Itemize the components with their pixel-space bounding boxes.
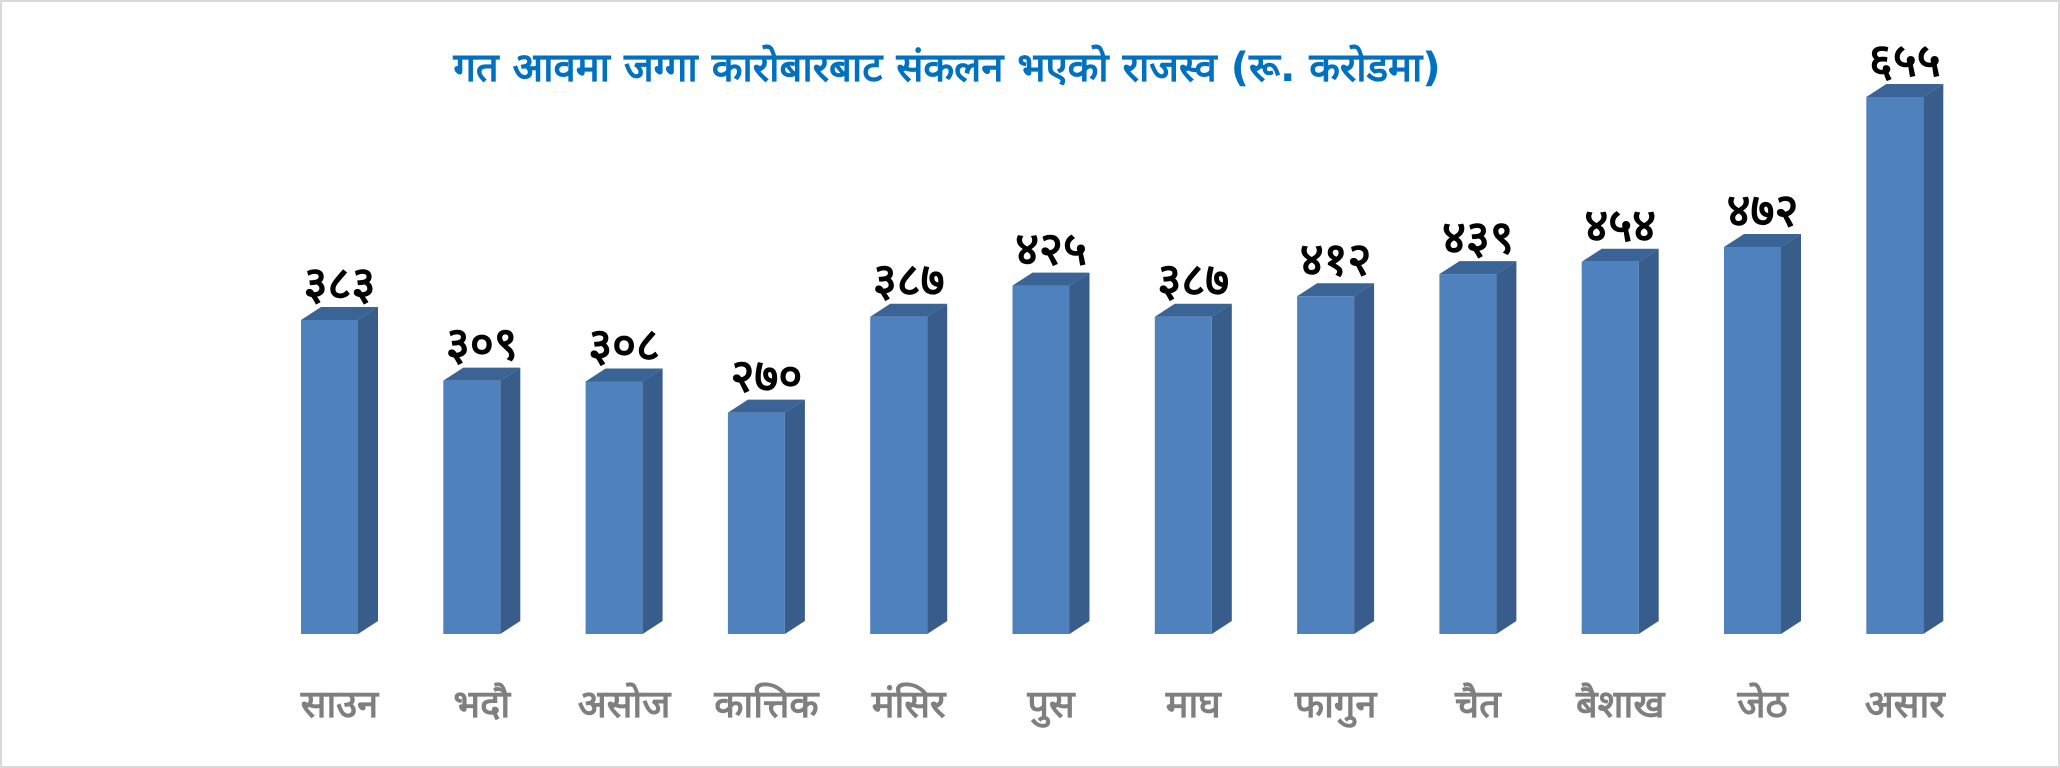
bar-side-face — [1069, 272, 1090, 634]
value-label: ४७२ — [1727, 183, 1799, 237]
bar-top-face — [1297, 283, 1375, 297]
category-label: चैत — [1454, 682, 1502, 726]
bars-layer — [301, 84, 1944, 635]
bar-side-face — [927, 303, 948, 634]
bar-11 — [1724, 234, 1801, 635]
value-label: ४२५ — [1015, 222, 1087, 276]
category-label: पुस — [1026, 682, 1076, 728]
bar-9 — [1439, 261, 1517, 634]
value-label: २७० — [731, 349, 803, 403]
bar-front-face — [1866, 97, 1924, 634]
value-labels-layer: ३८३ ३०९ ३०८ २७० ३८७ ४२५ ३८७ ४१२ ४३९ ४५४ ४७२ ६५५ — [304, 33, 1941, 403]
category-label: कात्तिक — [713, 682, 820, 726]
bar-side-face — [784, 399, 805, 634]
category-label: भदौ — [453, 682, 511, 726]
bar-7 — [1154, 303, 1232, 634]
bar-front-face — [727, 412, 785, 634]
bar-side-face — [358, 306, 378, 634]
bar-top-face — [1154, 303, 1232, 317]
value-label: ३०८ — [588, 317, 660, 371]
bar-top-face — [301, 306, 378, 320]
bar-front-face — [1012, 285, 1070, 634]
value-label: ४५४ — [1584, 198, 1656, 252]
category-label: फागुन — [1294, 682, 1379, 728]
category-label: असोज — [578, 682, 673, 726]
category-label: जेठ — [1736, 682, 1789, 726]
bar-6 — [1012, 272, 1090, 634]
bar-side-face — [1354, 283, 1375, 634]
bar-front-face — [443, 380, 501, 634]
value-label: ६५५ — [1869, 33, 1941, 87]
bar-front-face — [870, 316, 928, 634]
bar-front-face — [1439, 274, 1497, 634]
value-label: ३०९ — [446, 317, 518, 371]
bar-1 — [301, 306, 378, 634]
bar-3 — [585, 368, 663, 634]
bar-side-face — [1923, 84, 1944, 634]
bar-12 — [1866, 84, 1944, 634]
bar-4 — [727, 399, 805, 634]
bar-10 — [1581, 248, 1659, 634]
bar-front-face — [1724, 247, 1781, 635]
bar-side-face — [642, 368, 663, 634]
bar-2 — [443, 367, 521, 634]
bar-side-face — [500, 367, 521, 634]
bar-front-face — [1154, 316, 1212, 634]
category-label: साउन — [300, 682, 380, 726]
bar-front-face — [585, 381, 643, 634]
bar-side-face — [1211, 303, 1232, 634]
category-label: असार — [1865, 682, 1947, 726]
category-label: बैशाख — [1575, 682, 1666, 726]
value-label: ४३९ — [1442, 210, 1514, 264]
bar-front-face — [1297, 296, 1355, 634]
value-label: ३८७ — [1157, 253, 1229, 307]
value-label: ४१२ — [1300, 232, 1372, 286]
bar-5 — [870, 303, 948, 634]
bar-8 — [1297, 283, 1375, 634]
chart-title: गत आवमा जग्गा कारोबारबाट संकलन भएको राजस… — [453, 45, 1441, 91]
bar-front-face — [301, 319, 358, 634]
bar-top-face — [1866, 84, 1944, 97]
value-label: ३८७ — [873, 253, 945, 307]
bar-front-face — [1581, 261, 1639, 634]
bar-top-face — [870, 303, 948, 317]
bar-top-face — [585, 368, 663, 382]
bar-top-face — [1724, 234, 1801, 248]
bar-side-face — [1496, 261, 1517, 634]
bar-top-face — [727, 399, 805, 413]
bar-top-face — [1012, 272, 1090, 286]
value-label: ३८३ — [304, 256, 376, 310]
bar-side-face — [1638, 248, 1659, 634]
category-labels-layer: साउन भदौ असोज कात्तिक मंसिर पुस माघ फागुन चैत बैश… — [300, 682, 1947, 728]
bar-top-face — [1439, 261, 1517, 275]
category-label: माघ — [1165, 682, 1223, 726]
bar-top-face — [443, 367, 521, 381]
bar-side-face — [1781, 234, 1801, 635]
bar-top-face — [1581, 248, 1659, 262]
category-label: मंसिर — [871, 682, 947, 726]
